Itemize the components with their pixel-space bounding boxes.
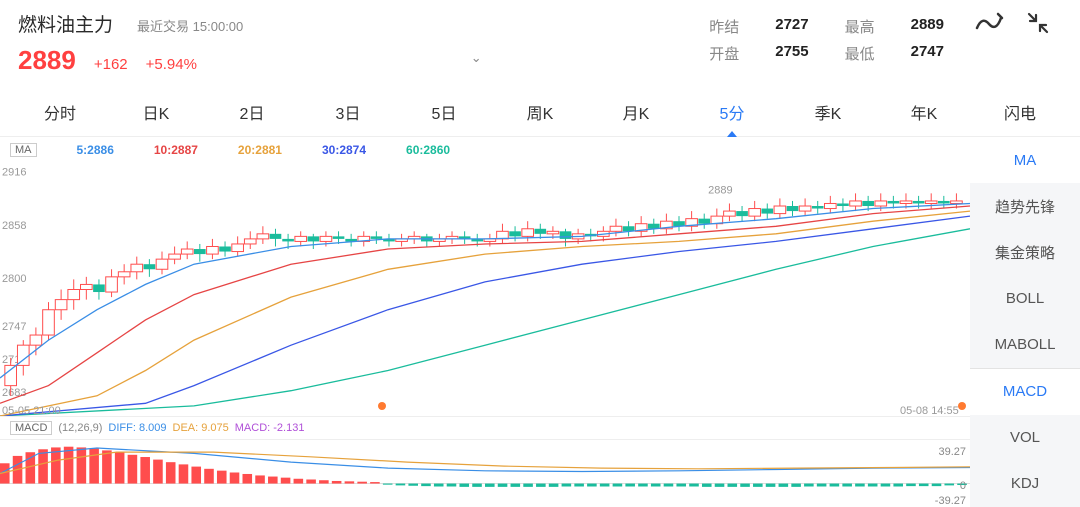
indicator-VOL[interactable]: VOL: [970, 415, 1080, 461]
tab-3日[interactable]: 3日: [300, 96, 396, 128]
quote-block: 燃料油主力 最近交易 15:00:00 2889 +162 +5.94%: [18, 10, 243, 76]
ma-legend: MA 5:2886 10:2887 20:2881 30:2874 60:2860: [0, 137, 970, 163]
tab-年K[interactable]: 年K: [876, 96, 972, 128]
macd-indicator-label: MACD: [10, 421, 52, 435]
macd-value: MACD: -2.131: [235, 422, 305, 434]
ma-legend-item: 60:2860: [406, 143, 450, 157]
indicator-KDJ[interactable]: KDJ: [970, 461, 1080, 507]
svg-text:2800: 2800: [2, 273, 26, 285]
high-label: 最高: [845, 16, 875, 37]
tab-5分[interactable]: 5分: [684, 96, 780, 128]
indicator-MACD[interactable]: MACD: [970, 369, 1080, 415]
ma-legend-item: 5:2886: [77, 143, 114, 157]
macd-y-zero: 0: [960, 480, 966, 492]
open-label: 开盘: [709, 43, 739, 64]
svg-text:2683: 2683: [2, 387, 26, 399]
tab-分时[interactable]: 分时: [12, 96, 108, 128]
header: 燃料油主力 最近交易 15:00:00 2889 +162 +5.94% ⌄ 昨…: [0, 0, 1080, 80]
last-price: 2889: [18, 45, 76, 76]
svg-text:05-08 14:55: 05-08 14:55: [900, 405, 959, 416]
change-abs: +162: [94, 56, 128, 73]
chevron-down-icon: ⌄: [471, 50, 482, 66]
svg-text:2916: 2916: [2, 167, 26, 179]
svg-text:2889: 2889: [708, 184, 732, 196]
tab-月K[interactable]: 月K: [588, 96, 684, 128]
candlestick-chart[interactable]: 29162858280027472711268305-05 21:0005-08…: [0, 163, 970, 416]
tab-季K[interactable]: 季K: [780, 96, 876, 128]
trade-time-label: 最近交易 15:00:00: [137, 16, 243, 35]
ma-legend-item: 30:2874: [322, 143, 366, 157]
tab-日K[interactable]: 日K: [108, 96, 204, 128]
period-tabs: 分时日K2日3日5日周K月K5分季K年K闪电: [0, 80, 1080, 137]
prev-close-label: 昨结: [709, 16, 739, 37]
svg-text:2747: 2747: [2, 321, 26, 333]
quote-stats: 昨结 2727 最高 2889 开盘 2755 最低 2747: [709, 10, 974, 64]
low-label: 最低: [845, 43, 875, 64]
svg-text:2858: 2858: [2, 220, 26, 232]
instrument-title: 燃料油主力: [18, 10, 113, 37]
ma-indicator-label: MA: [10, 143, 37, 157]
tab-闪电[interactable]: 闪电: [972, 96, 1068, 128]
indicator-BOLL[interactable]: BOLL: [970, 275, 1080, 321]
header-expand[interactable]: ⌄: [243, 10, 709, 66]
macd-chart[interactable]: 39.27 0 -39.27: [0, 439, 970, 507]
ma-legend-item: 10:2887: [154, 143, 198, 157]
indicator-集金策略[interactable]: 集金策略: [970, 229, 1080, 275]
macd-y-low: -39.27: [935, 495, 966, 507]
open-value: 2755: [775, 43, 808, 64]
indicator-MA[interactable]: MA: [970, 137, 1080, 183]
tab-2日[interactable]: 2日: [204, 96, 300, 128]
draw-icon[interactable]: [974, 10, 1004, 36]
macd-y-high: 39.27: [938, 446, 966, 458]
low-value: 2747: [911, 43, 944, 64]
compress-icon[interactable]: [1026, 11, 1050, 35]
dea-value: DEA: 9.075: [173, 422, 229, 434]
diff-value: DIFF: 8.009: [108, 422, 166, 434]
change-pct: +5.94%: [146, 56, 197, 73]
macd-legend: MACD (12,26,9) DIFF: 8.009 DEA: 9.075 MA…: [0, 416, 970, 439]
marker-dot-icon: [958, 402, 966, 410]
indicator-趋势先锋[interactable]: 趋势先锋: [970, 183, 1080, 229]
macd-params: (12,26,9): [58, 422, 102, 434]
svg-text:05-05 21:00: 05-05 21:00: [2, 405, 61, 416]
ma-legend-item: 20:2881: [238, 143, 282, 157]
tab-5日[interactable]: 5日: [396, 96, 492, 128]
prev-close-value: 2727: [775, 16, 808, 37]
indicator-MABOLL[interactable]: MABOLL: [970, 322, 1080, 368]
indicator-panel: MA趋势先锋集金策略BOLLMABOLLMACDVOLKDJ: [970, 137, 1080, 507]
high-value: 2889: [911, 16, 944, 37]
tab-周K[interactable]: 周K: [492, 96, 588, 128]
